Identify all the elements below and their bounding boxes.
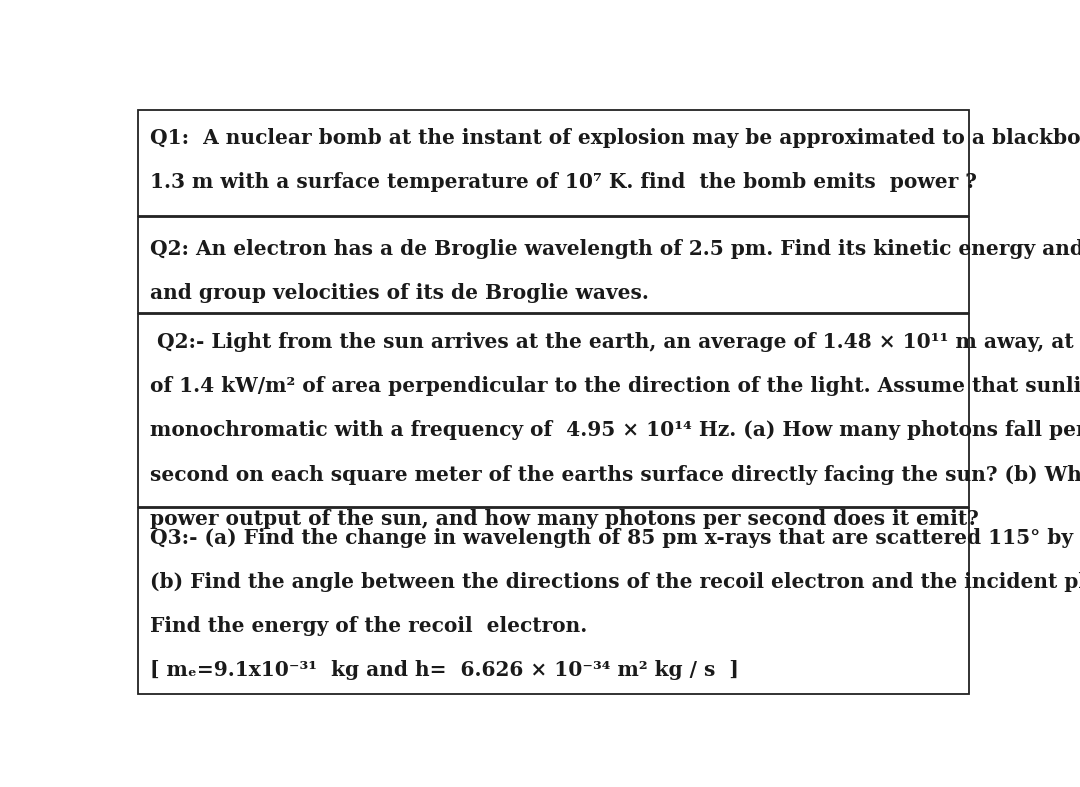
FancyBboxPatch shape xyxy=(137,109,970,216)
Text: monochromatic with a frequency of  4.95 × 10¹⁴ Hz. (a) How many photons fall per: monochromatic with a frequency of 4.95 ×… xyxy=(150,420,1080,441)
FancyBboxPatch shape xyxy=(137,508,970,694)
Text: Q2: An electron has a de Broglie wavelength of 2.5 pm. Find its kinetic energy a: Q2: An electron has a de Broglie wavelen… xyxy=(150,238,1080,259)
Text: power output of the sun, and how many photons per second does it emit?: power output of the sun, and how many ph… xyxy=(150,509,978,529)
Text: Q1:  A nuclear bomb at the instant of explosion may be approximated to a blackbo: Q1: A nuclear bomb at the instant of exp… xyxy=(150,127,1080,148)
Text: [ mₑ=9.1x10⁻³¹  kg and h=  6.626 × 10⁻³⁴ m² kg / s  ]: [ mₑ=9.1x10⁻³¹ kg and h= 6.626 × 10⁻³⁴ m… xyxy=(150,660,739,681)
Text: Q2:- Light from the sun arrives at the earth, an average of 1.48 × 10¹¹ m away, : Q2:- Light from the sun arrives at the e… xyxy=(150,332,1080,352)
FancyBboxPatch shape xyxy=(137,315,970,507)
Text: Q3:- (a) Find the change in wavelength of 85 pm x-rays that are scattered 115° b: Q3:- (a) Find the change in wavelength o… xyxy=(150,528,1080,548)
Text: 1.3 m with a surface temperature of 10⁷ K. find  the bomb emits  power ?: 1.3 m with a surface temperature of 10⁷ … xyxy=(150,172,977,192)
Text: Find the energy of the recoil  electron.: Find the energy of the recoil electron. xyxy=(150,616,588,636)
Text: of 1.4 kW/m² of area perpendicular to the direction of the light. Assume that su: of 1.4 kW/m² of area perpendicular to th… xyxy=(150,376,1080,396)
Text: and group velocities of its de Broglie waves.: and group velocities of its de Broglie w… xyxy=(150,283,649,303)
Text: (b) Find the angle between the directions of the recoil electron and the inciden: (b) Find the angle between the direction… xyxy=(150,572,1080,592)
Text: second on each square meter of the earths surface directly facing the sun? (b) W: second on each square meter of the earth… xyxy=(150,464,1080,485)
FancyBboxPatch shape xyxy=(137,217,970,312)
